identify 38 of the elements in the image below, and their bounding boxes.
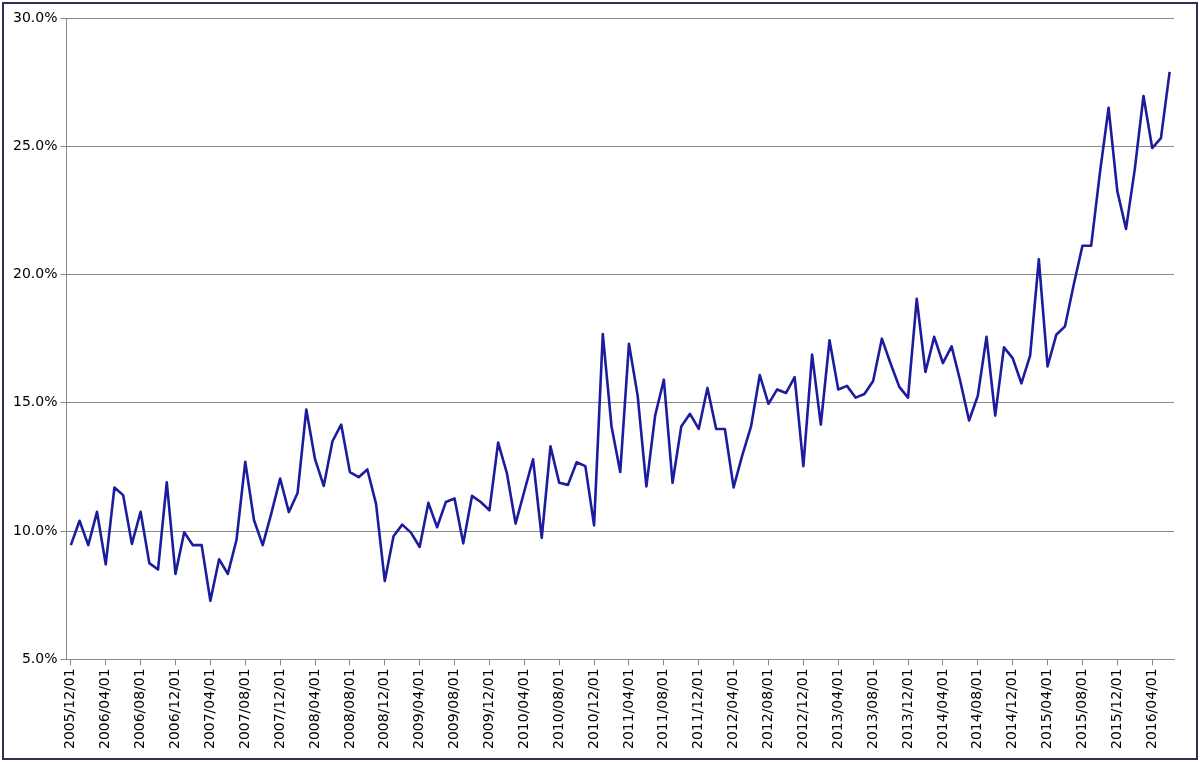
x-tick-label: 2012/08/01 bbox=[759, 668, 776, 750]
x-tick-label: 2011/12/01 bbox=[689, 668, 706, 750]
x-tick-label: 2008/08/01 bbox=[340, 668, 357, 750]
x-tick-label: 2010/08/01 bbox=[549, 668, 566, 750]
x-tick-label: 2007/12/01 bbox=[270, 668, 287, 750]
y-tick-label: 25.0% bbox=[12, 136, 58, 153]
x-tick-label: 2014/04/01 bbox=[933, 668, 950, 750]
x-tick-label: 2015/12/01 bbox=[1107, 668, 1124, 750]
y-tick-label: 10.0% bbox=[12, 521, 58, 538]
x-tick-label: 2010/04/01 bbox=[514, 668, 531, 750]
x-tick-label: 2016/04/01 bbox=[1142, 668, 1159, 750]
x-tick-label: 2014/08/01 bbox=[968, 668, 985, 750]
x-tick-label: 2007/08/01 bbox=[235, 668, 252, 750]
x-tick-label: 2009/04/01 bbox=[410, 668, 427, 750]
x-tick-label: 2008/04/01 bbox=[305, 668, 322, 750]
x-tick-label: 2006/04/01 bbox=[96, 668, 113, 750]
x-tick-label: 2013/04/01 bbox=[828, 668, 845, 750]
y-tick-label: 5.0% bbox=[21, 649, 58, 666]
x-tick-label: 2014/12/01 bbox=[1003, 668, 1020, 750]
x-tick-label: 2005/12/01 bbox=[61, 668, 78, 750]
x-tick-label: 2008/12/01 bbox=[375, 668, 392, 750]
x-tick-label: 2009/08/01 bbox=[445, 668, 462, 750]
x-tick-label: 2011/04/01 bbox=[619, 668, 636, 750]
x-tick-label: 2006/08/01 bbox=[131, 668, 148, 750]
x-tick-label: 2013/12/01 bbox=[898, 668, 915, 750]
y-tick-label: 20.0% bbox=[12, 265, 58, 282]
x-tick-label: 2011/08/01 bbox=[654, 668, 671, 750]
x-tick-label: 2013/08/01 bbox=[863, 668, 880, 750]
x-tick-label: 2006/12/01 bbox=[166, 668, 183, 750]
x-tick-label: 2012/12/01 bbox=[794, 668, 811, 750]
x-tick-label: 2015/04/01 bbox=[1038, 668, 1055, 750]
x-tick-label: 2007/04/01 bbox=[201, 668, 218, 750]
x-tick-label: 2012/04/01 bbox=[724, 668, 741, 750]
x-tick-label: 2009/12/01 bbox=[480, 668, 497, 750]
x-tick-label: 2015/08/01 bbox=[1073, 668, 1090, 750]
y-tick-label: 30.0% bbox=[12, 8, 58, 25]
y-tick-label: 15.0% bbox=[12, 393, 58, 410]
x-tick-label: 2010/12/01 bbox=[584, 668, 601, 750]
